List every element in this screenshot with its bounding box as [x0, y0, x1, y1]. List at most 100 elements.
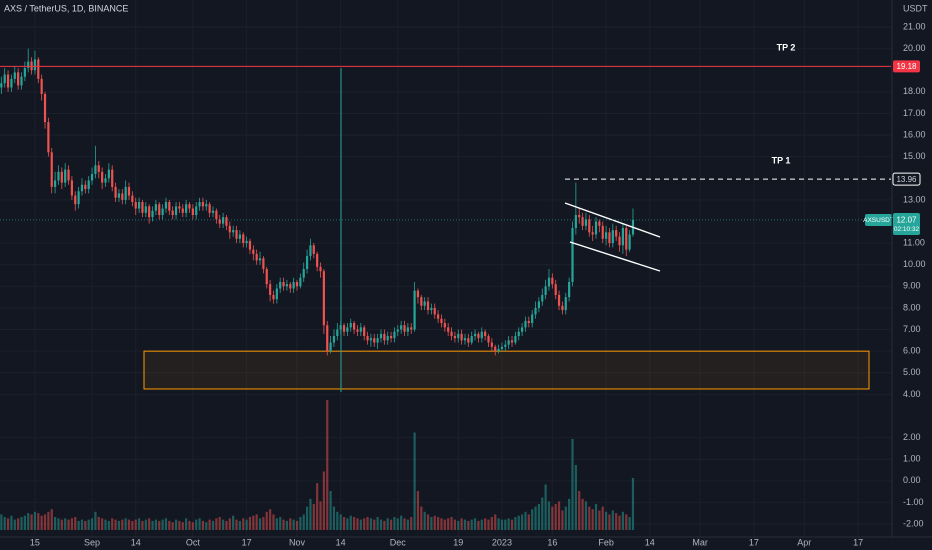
candle-body [383, 333, 386, 341]
y-tick-label: 18.00 [903, 86, 926, 96]
volume-bar [127, 519, 131, 530]
candle-body [356, 329, 359, 332]
candle-body [578, 215, 581, 218]
x-tick-label: 14 [336, 537, 346, 547]
volume-bar [50, 509, 53, 530]
volume-bar [279, 517, 282, 530]
candle-body [601, 225, 604, 239]
y-tick-label: 9.00 [903, 281, 921, 291]
candle-body [285, 284, 289, 287]
volume-bar [604, 511, 608, 530]
volume-bar [400, 515, 403, 530]
candle-body [299, 277, 302, 287]
volume-bar [557, 501, 561, 530]
candle-body [235, 230, 238, 239]
candle-body [33, 59, 37, 71]
candle-body [161, 208, 164, 216]
candle-body [521, 327, 524, 332]
candle-body [90, 173, 94, 181]
symbol-badge [865, 213, 892, 226]
candle-body [437, 314, 440, 319]
candle-body [117, 193, 121, 198]
volume-bar [521, 514, 524, 530]
volume-bar [305, 506, 309, 530]
volume-bar [201, 520, 205, 530]
volume-bar [70, 518, 73, 530]
candle-body [443, 323, 446, 328]
volume-bar [524, 511, 527, 530]
volume-bar [27, 513, 30, 530]
candle-body [6, 74, 10, 88]
volume-bar [242, 518, 245, 530]
volume-bar [30, 514, 33, 530]
volume-bar [554, 504, 557, 530]
volume-bar [447, 518, 450, 530]
countdown-label: 02:10:32 [894, 226, 920, 233]
y-tick-label: 7.00 [903, 324, 921, 334]
volume-bar [443, 519, 446, 530]
volume-bar [457, 520, 460, 530]
volume-bar [319, 501, 322, 530]
volume-bar [211, 520, 215, 530]
y-tick-label: -1.00 [903, 497, 924, 507]
volume-bar [198, 518, 201, 530]
candle-body [490, 342, 493, 347]
volume-bar [245, 519, 248, 530]
candle-body [537, 301, 541, 308]
candle-body [534, 307, 537, 315]
candle-body [621, 227, 624, 246]
volume-bar [497, 518, 500, 530]
volume-bar [282, 519, 285, 530]
candle-body [127, 186, 131, 196]
candle-body [413, 290, 416, 330]
volume-bar [124, 518, 127, 530]
candle-body [568, 282, 571, 298]
volume-bar [490, 517, 493, 530]
candle-body [497, 348, 500, 352]
candle-body [289, 284, 292, 289]
candle-body [457, 333, 460, 339]
volume-bar [299, 517, 302, 530]
y-tick-label: 16.00 [903, 129, 926, 139]
candle-body [366, 336, 369, 341]
candle-body [470, 336, 473, 343]
candle-body [591, 232, 594, 235]
candle-body [295, 282, 299, 287]
volume-bar [17, 518, 20, 530]
volume-bar [258, 518, 262, 530]
volume-bar [514, 517, 517, 530]
candle-body [480, 331, 483, 339]
volume-bar [366, 517, 369, 530]
y-tick-label: 15.00 [903, 151, 926, 161]
volume-bar [252, 515, 255, 530]
zone-layer [143, 350, 870, 390]
volume-bar [221, 519, 225, 530]
candle-body [53, 180, 57, 187]
volume-bar [84, 520, 87, 530]
candle-body [373, 338, 376, 343]
volume-bar [507, 518, 510, 530]
candle-body [608, 232, 611, 244]
volume-bar [90, 518, 94, 530]
candle-body [168, 202, 171, 211]
volume-bar [591, 509, 594, 530]
candle-body [248, 240, 252, 250]
candle-body [460, 333, 463, 341]
candle-body [541, 294, 544, 302]
volume-bar [423, 511, 426, 530]
volume-bar [232, 515, 235, 530]
volume-bar [574, 465, 577, 530]
volume-bar [611, 510, 614, 530]
x-tick-label: 14 [131, 537, 141, 547]
level-badge [893, 60, 920, 73]
volume-bar [588, 506, 591, 530]
candle-body [305, 256, 309, 270]
candle-body [77, 191, 80, 205]
volume-bar [568, 498, 571, 530]
candle-body [185, 204, 188, 213]
x-tick-label: Mar [692, 537, 708, 547]
y-tick-label: 13.00 [903, 194, 926, 204]
volume-bar [440, 518, 443, 530]
